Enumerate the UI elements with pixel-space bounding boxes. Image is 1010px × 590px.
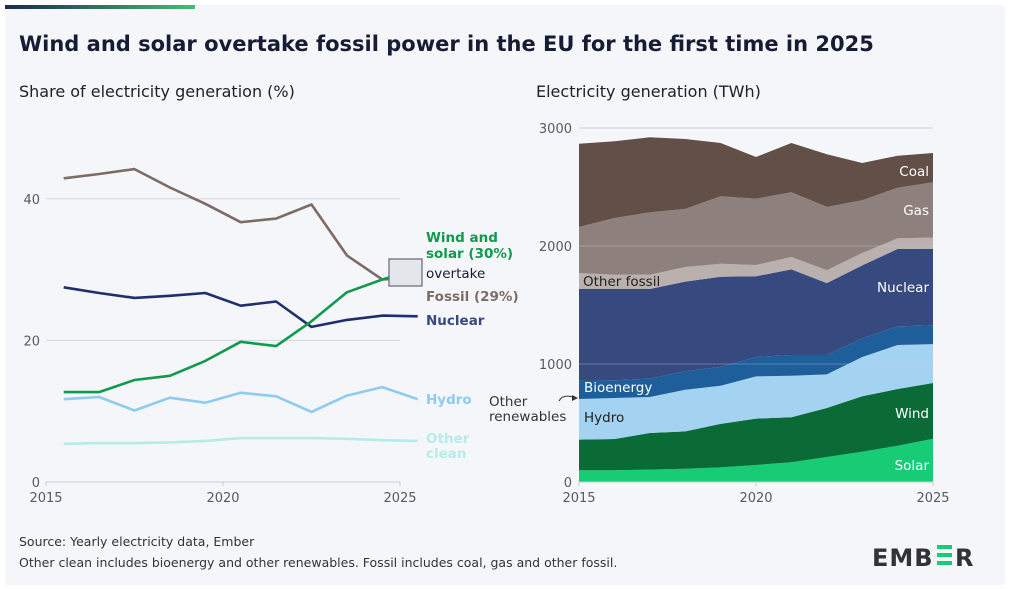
area-label-bioenergy: Bioenergy xyxy=(584,380,652,396)
area-other-fossil xyxy=(579,237,933,289)
overtake-box xyxy=(388,258,423,287)
area-label-other-fossil: Other fossil xyxy=(583,274,660,290)
area-wind xyxy=(579,383,933,471)
y-tick-label: 0 xyxy=(32,476,40,491)
line-nuclear xyxy=(63,286,418,329)
line-fossil xyxy=(63,167,418,281)
label-fossil: Fossil (29%) xyxy=(426,289,519,305)
area-label-nuclear: Nuclear xyxy=(877,280,929,296)
annotation-other-renewables-2: renewables xyxy=(489,409,566,425)
x-tick-label: 2015 xyxy=(29,491,62,506)
y-tick-label: 40 xyxy=(23,193,40,208)
figure-title: Wind and solar overtake fossil power in … xyxy=(19,32,874,56)
area-hydro xyxy=(579,344,933,440)
right-chart-title: Electricity generation (TWh) xyxy=(536,82,761,101)
area-solar xyxy=(579,438,933,482)
label-overtake: overtake xyxy=(426,266,485,282)
x-tick-label: 2020 xyxy=(206,491,239,506)
label-nuclear: Nuclear xyxy=(426,313,485,329)
left-chart-title: Share of electricity generation (%) xyxy=(19,82,295,101)
area-label-gas: Gas xyxy=(903,203,929,219)
footnote-text: Other clean includes bioenergy and other… xyxy=(19,555,617,570)
area-bioenergy xyxy=(579,325,933,399)
area-label-solar: Solar xyxy=(895,458,930,474)
area-label-coal: Coal xyxy=(899,164,929,180)
area-nuclear xyxy=(579,248,933,381)
x-tick-label: 2025 xyxy=(916,491,949,506)
label-wind-solar-2: solar (30%) xyxy=(426,246,513,262)
arrowhead-icon xyxy=(572,395,578,401)
y-tick-label: 2000 xyxy=(539,240,572,255)
svg-text:R: R xyxy=(955,544,973,572)
area-chart: 0 1000 2000 3000 2015 2020 2025 xyxy=(539,122,950,506)
line-hydro xyxy=(63,385,419,414)
line-chart: 0 20 40 2015 2020 2025 xyxy=(23,167,419,506)
annotation-other-renewables-1: Other xyxy=(489,394,528,410)
area-label-hydro: Hydro xyxy=(584,410,624,426)
x-tick-label: 2025 xyxy=(383,491,416,506)
ember-logo-text-left: EMB xyxy=(872,544,934,572)
label-hydro: Hydro xyxy=(426,392,472,408)
area-gas xyxy=(579,182,933,275)
y-tick-label: 20 xyxy=(23,334,40,349)
line-wind-and-solar xyxy=(63,267,419,394)
x-tick-label: 2020 xyxy=(739,491,772,506)
y-tick-label: 1000 xyxy=(539,358,572,373)
label-other-clean-2: clean xyxy=(426,446,467,462)
line-other-clean xyxy=(63,436,418,446)
accent-bar xyxy=(5,5,195,9)
area-coal xyxy=(579,137,933,227)
x-tick-label: 2015 xyxy=(562,491,595,506)
area-label-wind: Wind xyxy=(895,406,929,422)
source-text: Source: Yearly electricity data, Ember xyxy=(19,534,255,549)
label-wind-solar-1: Wind and xyxy=(426,230,498,246)
y-tick-label: 0 xyxy=(564,476,572,491)
ember-logo: EMB R xyxy=(872,544,973,572)
label-other-clean-1: Other xyxy=(426,431,470,447)
y-tick-label: 3000 xyxy=(539,122,572,137)
